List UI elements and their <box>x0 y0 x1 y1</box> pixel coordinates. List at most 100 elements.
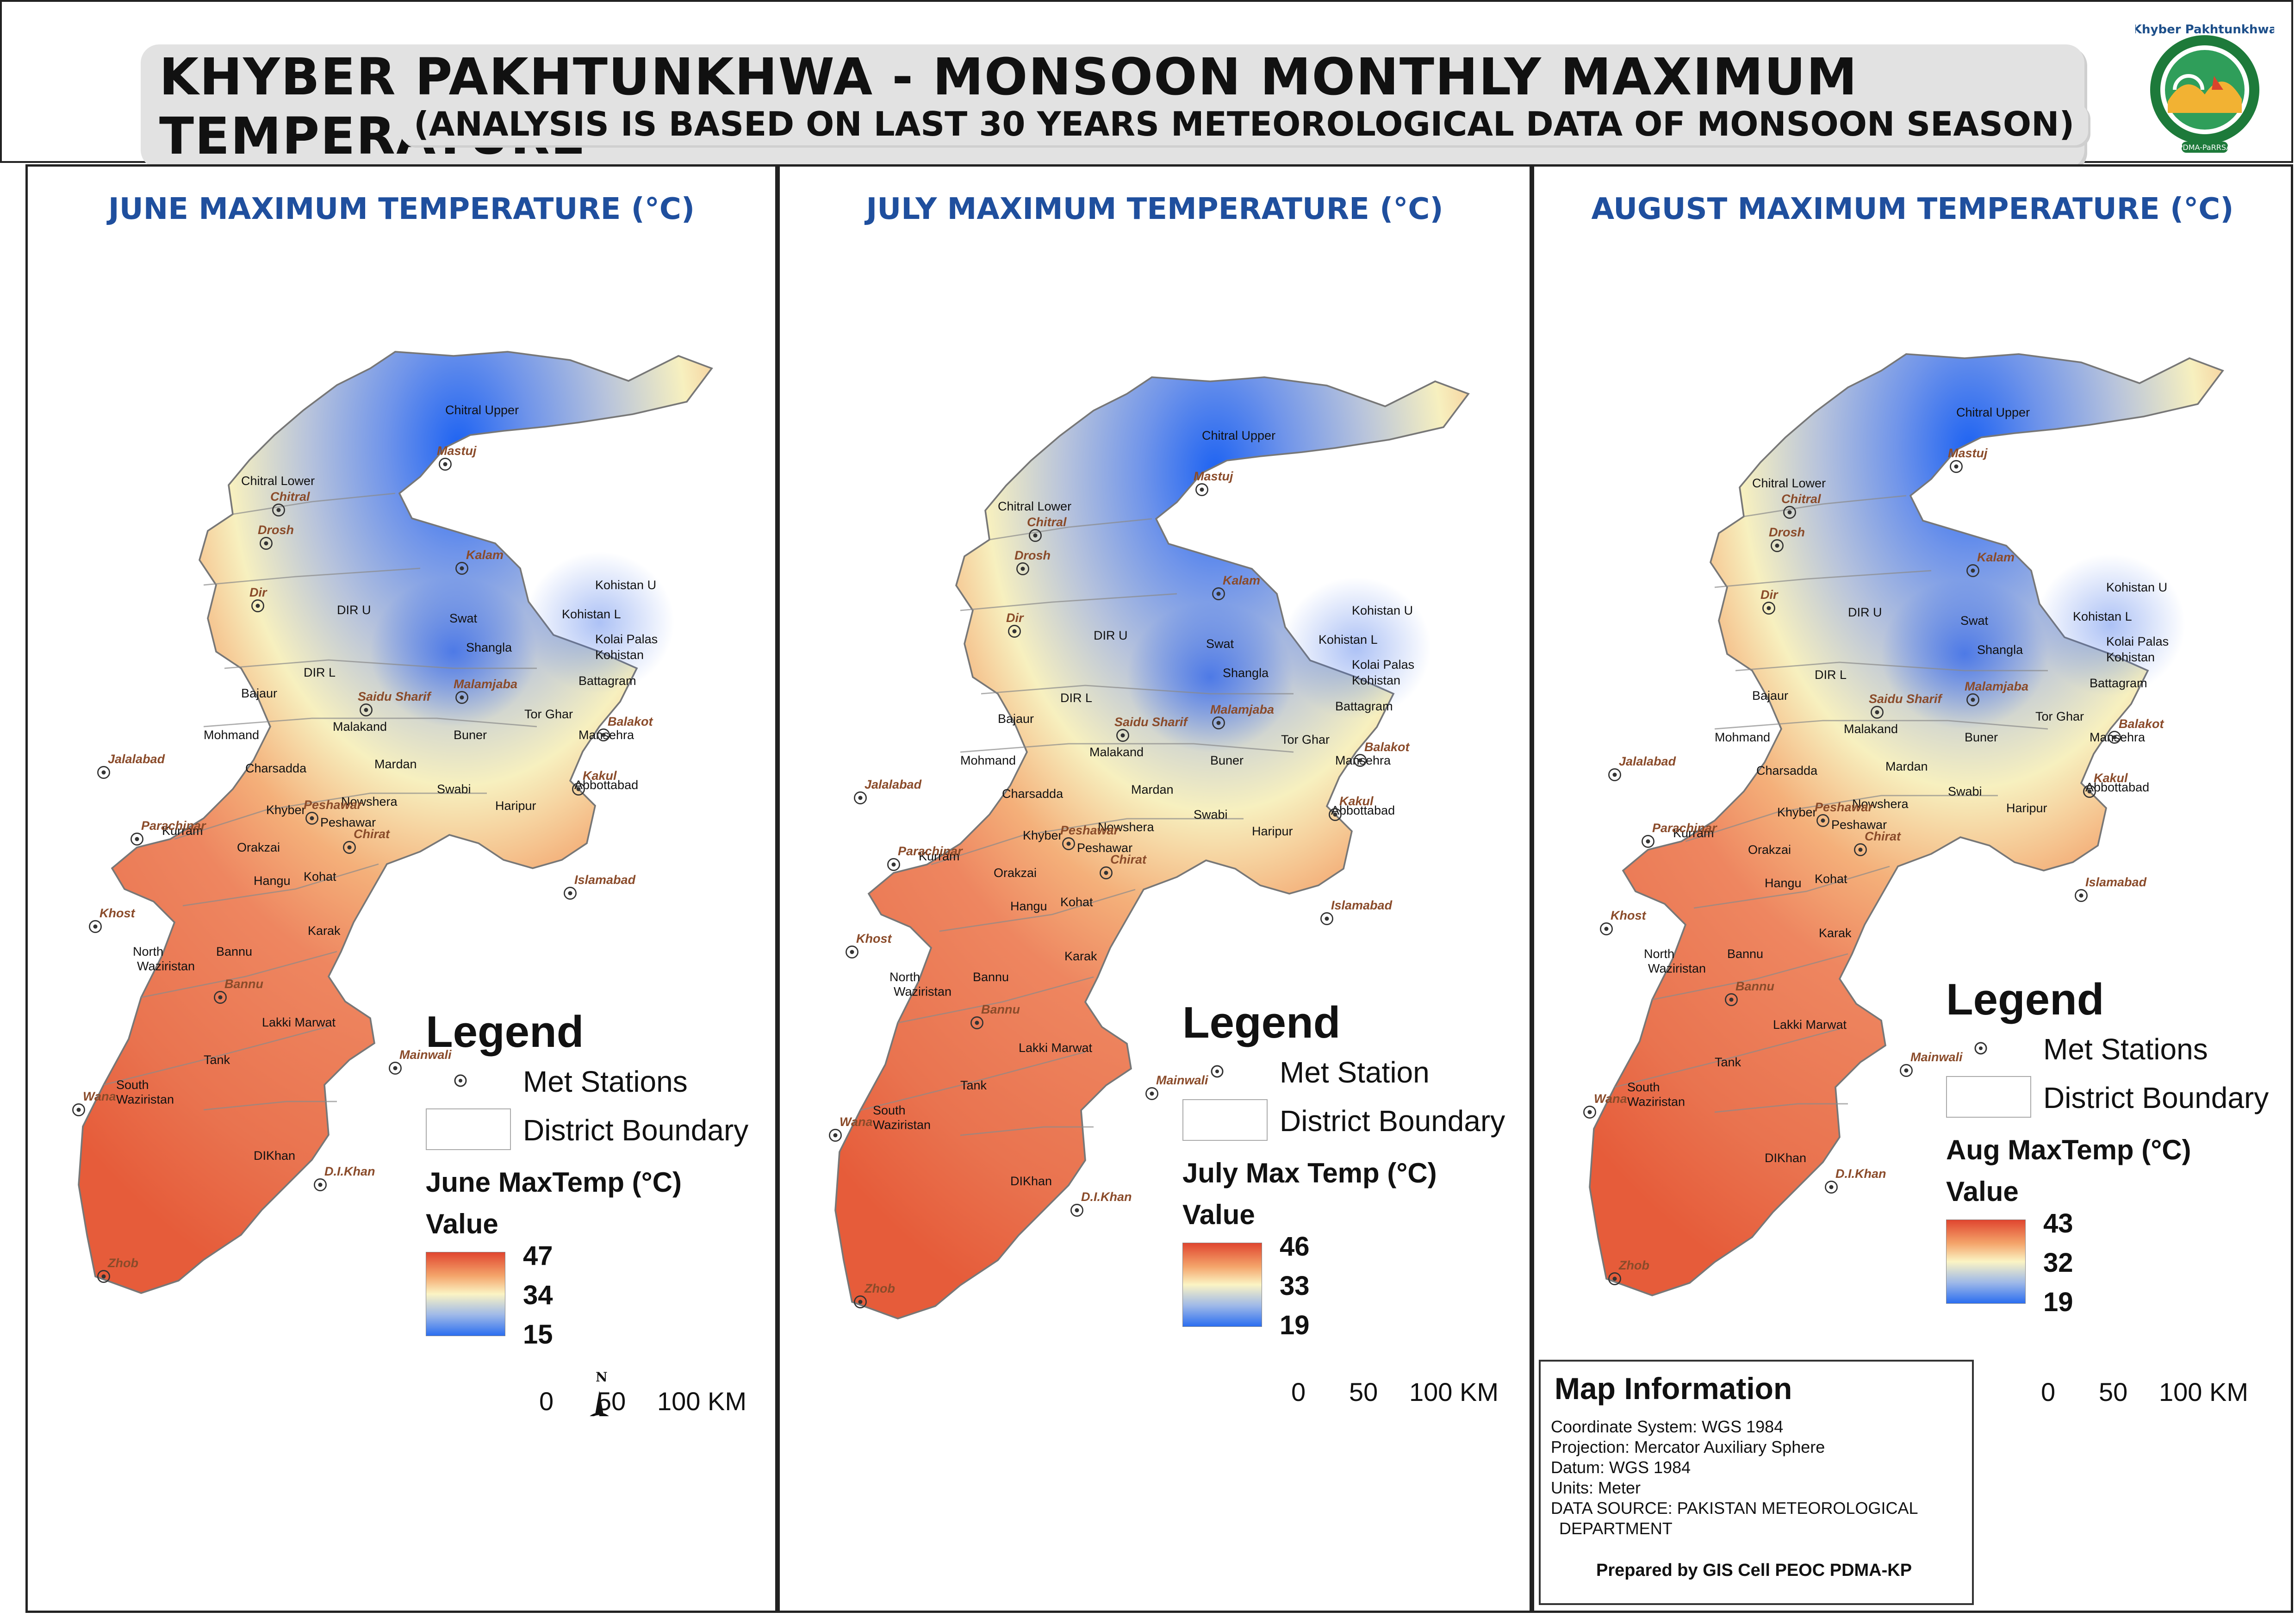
district-boundary-line <box>989 518 1152 541</box>
district-label: Bajaur <box>1752 689 1788 703</box>
temperature-color-ramp <box>426 1252 505 1336</box>
header-frame: KHYBER PAKHTUNKHWA - MONSOON MONTHLY MAX… <box>0 0 2293 168</box>
district-boundary-line <box>1714 570 1932 588</box>
district-label: North <box>1644 947 1674 961</box>
scale-label: 0 <box>539 1387 554 1416</box>
met-station-marker: Chirat <box>1854 829 1901 856</box>
met-station-label: Saidu Sharif <box>1869 692 1943 706</box>
district-label: Kolai Palas <box>2106 635 2169 648</box>
district-label: Battagram <box>1335 699 1393 713</box>
met-station-label: Chirat <box>1865 829 1901 843</box>
met-station-label: Saidu Sharif <box>1114 715 1189 729</box>
district-label: Tank <box>960 1078 987 1092</box>
ramp-min-label: 19 <box>1280 1310 1310 1340</box>
met-station-label: Drosh <box>1769 525 1805 539</box>
ramp-mid-label: 32 <box>2043 1248 2073 1278</box>
district-label: Lakki Marwat <box>1773 1018 1847 1032</box>
district-label: Bannu <box>973 970 1009 984</box>
district-label: Malakand <box>333 720 387 734</box>
ramp-min-label: 15 <box>523 1319 553 1350</box>
met-station-label: Mainwali <box>399 1048 452 1062</box>
met-station-marker: Khost <box>1600 908 1647 935</box>
met-station-marker: D.I.Khan <box>1070 1190 1132 1217</box>
district-label: Charsadda <box>1756 764 1818 778</box>
district-label: Haripur <box>1252 824 1293 838</box>
legend-variable-title: July Max Temp (°C) <box>1182 1157 1437 1188</box>
met-station-marker: Parachinar <box>131 819 206 846</box>
scale-label: 50 <box>2099 1377 2128 1406</box>
legend-variable-title: June MaxTemp (°C) <box>426 1167 682 1198</box>
district-label: Nowshera <box>341 795 398 809</box>
scale-label: 50 <box>1349 1377 1378 1406</box>
district-label: Waziristan <box>1627 1095 1685 1109</box>
district-label: North <box>133 945 163 958</box>
legend-met-stations: Met Stations <box>523 1065 688 1098</box>
district-label: Tor Ghar <box>1281 733 1330 747</box>
district-label: Abbottabad <box>2085 780 2149 794</box>
kp-province-outline <box>834 376 1470 1319</box>
kp-province-outline <box>78 351 713 1294</box>
met-station-marker: Wana <box>829 1115 873 1142</box>
met-station-label: Peshawar <box>1060 823 1120 837</box>
met-station-marker: Dir <box>249 585 267 612</box>
met-station-label: Dir <box>249 585 267 599</box>
ramp-mid-label: 33 <box>1280 1271 1310 1301</box>
map-info-line: Coordinate System: WGS 1984 <box>1551 1417 1784 1436</box>
met-station-label: Kakul <box>1339 794 1374 808</box>
met-station-label: Dir <box>1006 611 1024 625</box>
legend-title: Legend <box>1946 975 2104 1024</box>
scale-label: 50 <box>597 1387 626 1416</box>
district-label: DIKhan <box>1010 1174 1052 1188</box>
district-label: Peshawar <box>320 815 376 829</box>
met-station-label: Peshawar <box>1815 800 1874 814</box>
map-panel-june: JUNE MAXIMUM TEMPERATURE (°C) Chitral Upp… <box>25 164 777 1613</box>
district-label: Orakzai <box>1748 843 1791 857</box>
district-label: Chitral Upper <box>1202 429 1275 442</box>
met-station-label: Islamabad <box>574 873 636 887</box>
met-station-label: Drosh <box>1014 548 1051 562</box>
met-station-label: Parachinar <box>898 844 963 858</box>
met-station-marker: Jalalabad <box>854 778 922 804</box>
met-station-icon <box>1974 1041 1988 1055</box>
district-label: Waziristan <box>873 1118 931 1132</box>
district-boundary-line <box>960 743 1294 753</box>
met-station-icon <box>454 1074 467 1088</box>
met-station-marker: Peshawar <box>1815 800 1874 827</box>
met-station-label: Wana <box>1594 1092 1627 1106</box>
ramp-max-label: 47 <box>523 1241 553 1271</box>
district-label: Shangla <box>466 641 512 654</box>
ramp-max-label: 43 <box>2043 1208 2073 1238</box>
met-station-marker: Drosh <box>258 523 294 550</box>
met-station-label: Bannu <box>224 977 264 991</box>
district-label: Kohistan L <box>1319 633 1378 647</box>
met-station-label: Bannu <box>981 1002 1020 1016</box>
district-label: Swabi <box>1194 808 1228 821</box>
met-station-marker: Kalam <box>455 548 504 575</box>
met-station-marker: Drosh <box>1014 548 1051 575</box>
met-station-label: Mastuj <box>437 444 477 458</box>
district-label: South <box>1627 1080 1660 1094</box>
met-station-marker: Jalalabad <box>97 752 165 779</box>
legend-value-label: Value <box>1946 1176 2019 1207</box>
map-information-heading: Map Information <box>1555 1371 1792 1406</box>
district-label: Orakzai <box>994 866 1037 880</box>
district-boundary-line <box>203 567 421 586</box>
district-label: Buner <box>1965 730 1998 744</box>
met-station-label: Jalalabad <box>108 752 165 766</box>
legend-value-label: Value <box>1182 1199 1255 1230</box>
district-label: Karak <box>1819 926 1852 940</box>
met-station-label: Mastuj <box>1948 446 1988 460</box>
district-boundary-line <box>1735 661 2048 672</box>
district-label: Hangu <box>1765 876 1802 890</box>
temperature-map: Chitral Upper Chitral Lower Kohistan U Kohi… <box>829 376 1470 1319</box>
met-station-label: Islamabad <box>1331 898 1393 912</box>
district-label: Kohistan <box>595 648 644 662</box>
met-station-label: Wana <box>83 1089 116 1103</box>
met-station-marker: Bannu <box>1725 979 1775 1006</box>
ramp-max-label: 46 <box>1280 1232 1310 1262</box>
legend-district-boundary: District Boundary <box>2043 1081 2269 1114</box>
district-label: Nowshera <box>1852 797 1909 811</box>
district-label: Kohat <box>1815 872 1847 886</box>
district-label: Kohistan <box>1352 673 1400 687</box>
met-station-marker: Kalam <box>1966 550 2015 577</box>
